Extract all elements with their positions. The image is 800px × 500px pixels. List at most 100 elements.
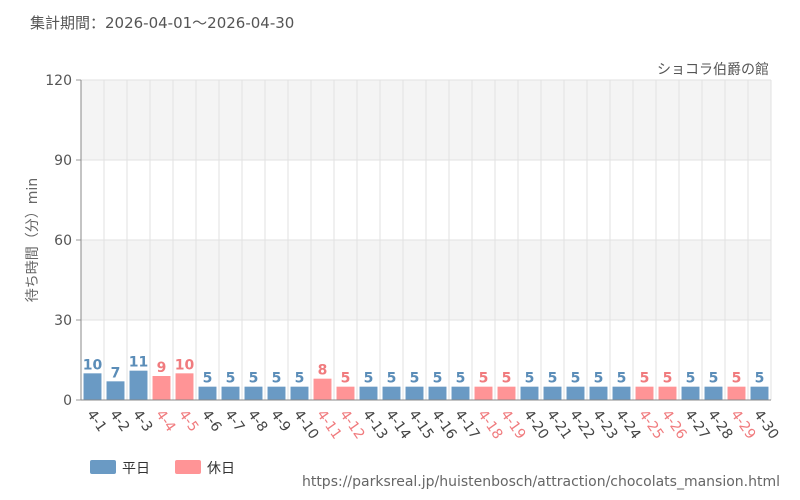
bar-value-label: 5 <box>410 371 420 387</box>
bar-value-label: 5 <box>525 371 535 387</box>
bar-4-15 <box>405 386 424 400</box>
x-tick-label: 4-8 <box>244 407 270 435</box>
bar-value-label: 10 <box>175 357 195 373</box>
y-tick-label: 60 <box>54 233 72 249</box>
bar-value-label: 5 <box>686 371 696 387</box>
bar-4-1 <box>83 373 102 400</box>
x-tick-label: 4-24 <box>612 407 643 442</box>
x-tick-label: 4-22 <box>566 407 597 442</box>
bars <box>83 370 769 400</box>
bar-value-label: 5 <box>663 371 673 387</box>
y-tick-label: 30 <box>54 313 72 329</box>
bar-value-label: 5 <box>732 371 742 387</box>
bar-4-22 <box>566 386 585 400</box>
x-tick-label: 4-12 <box>336 407 367 442</box>
bar-value-label: 5 <box>272 371 282 387</box>
bar-value-label: 7 <box>111 365 121 381</box>
bar-4-2 <box>106 381 125 400</box>
bar-4-10 <box>290 386 309 400</box>
bar-4-27 <box>681 386 700 400</box>
period-label: 集計期間：2026-04-01～2026-04-30 <box>30 14 295 32</box>
x-tick-label: 4-10 <box>290 407 321 442</box>
legend-swatch-weekday <box>90 460 116 474</box>
bar-4-18 <box>474 386 493 400</box>
x-tick-label: 4-21 <box>543 407 574 442</box>
bar-4-21 <box>543 386 562 400</box>
bar-value-label: 5 <box>502 371 512 387</box>
bar-4-16 <box>428 386 447 400</box>
x-tick-label: 4-1 <box>83 407 109 435</box>
bar-value-label: 5 <box>456 371 466 387</box>
bar-value-label: 8 <box>318 363 328 379</box>
bar-4-26 <box>658 386 677 400</box>
x-tick-label: 4-16 <box>428 407 459 442</box>
bar-value-label: 9 <box>157 360 167 376</box>
source-url[interactable]: https://parksreal.jp/huistenbosch/attrac… <box>301 474 780 490</box>
x-tick-label: 4-15 <box>405 407 436 442</box>
bar-value-label: 5 <box>226 371 236 387</box>
bar-value-label: 11 <box>129 355 148 371</box>
legend: 平日 休日 <box>90 460 235 477</box>
bar-4-6 <box>198 386 217 400</box>
chart-title: ショコラ伯爵の館 <box>657 61 769 78</box>
bar-4-20 <box>520 386 539 400</box>
bar-value-label: 5 <box>571 371 581 387</box>
x-tick-label: 4-25 <box>635 407 666 442</box>
bar-value-label: 5 <box>295 371 305 387</box>
bar-value-label: 5 <box>709 371 719 387</box>
bar-value-label: 5 <box>594 371 604 387</box>
bar-4-23 <box>589 386 608 400</box>
x-tick-label: 4-5 <box>175 407 201 435</box>
bar-4-30 <box>750 386 769 400</box>
x-tick-label: 4-29 <box>727 407 758 442</box>
bar-value-label: 5 <box>341 371 351 387</box>
bar-value-label: 5 <box>617 371 627 387</box>
bar-4-4 <box>152 376 171 400</box>
bar-value-label: 5 <box>364 371 374 387</box>
x-tick-labels: 4-14-24-34-44-54-64-74-84-94-104-114-124… <box>83 407 781 442</box>
bar-4-3 <box>129 370 148 400</box>
bar-4-29 <box>727 386 746 400</box>
grid-lines <box>80 79 772 400</box>
y-tick-label: 90 <box>54 153 72 169</box>
legend-label-weekday: 平日 <box>122 461 150 477</box>
legend-swatch-holiday <box>175 460 201 474</box>
bar-4-24 <box>612 386 631 400</box>
legend-label-holiday: 休日 <box>207 461 235 477</box>
x-tick-label: 4-30 <box>750 407 781 442</box>
x-tick-label: 4-9 <box>267 407 293 435</box>
bar-value-label: 5 <box>640 371 650 387</box>
bar-4-5 <box>175 373 194 400</box>
y-tick-label: 0 <box>63 393 72 409</box>
x-tick-label: 4-18 <box>474 407 505 442</box>
x-tick-label: 4-11 <box>313 407 344 442</box>
x-tick-label: 4-17 <box>451 407 482 442</box>
y-axis-label: 待ち時間（分）min <box>25 178 41 302</box>
x-tick-label: 4-19 <box>497 407 528 442</box>
bar-4-11 <box>313 378 332 400</box>
bar-4-7 <box>221 386 240 400</box>
bar-value-label: 10 <box>83 357 103 373</box>
bar-value-label: 5 <box>548 371 558 387</box>
x-tick-label: 4-7 <box>221 407 247 435</box>
bar-4-8 <box>244 386 263 400</box>
bar-value-labels: 10 711 9 105 5 5 5 5 8 5 5 5 5 5 5 5 5 5 5 5 5 5 5 5 5 5 5 5 <box>83 355 765 387</box>
x-tick-label: 4-3 <box>129 407 155 435</box>
bar-4-9 <box>267 386 286 400</box>
x-tick-label: 4-20 <box>520 407 551 442</box>
x-tick-label: 4-4 <box>152 407 178 435</box>
bar-value-label: 5 <box>479 371 489 387</box>
x-tick-label: 4-27 <box>681 407 712 442</box>
bar-4-19 <box>497 386 516 400</box>
y-tick-labels: 0 30 60 90 120 <box>45 73 81 409</box>
bar-4-12 <box>336 386 355 400</box>
x-tick-label: 4-23 <box>589 407 620 442</box>
x-tick-label: 4-28 <box>704 407 735 442</box>
bar-4-28 <box>704 386 723 400</box>
bar-4-13 <box>359 386 378 400</box>
bar-value-label: 5 <box>387 371 397 387</box>
bar-value-label: 5 <box>249 371 259 387</box>
bar-value-label: 5 <box>203 371 213 387</box>
x-tick-label: 4-2 <box>106 407 132 435</box>
